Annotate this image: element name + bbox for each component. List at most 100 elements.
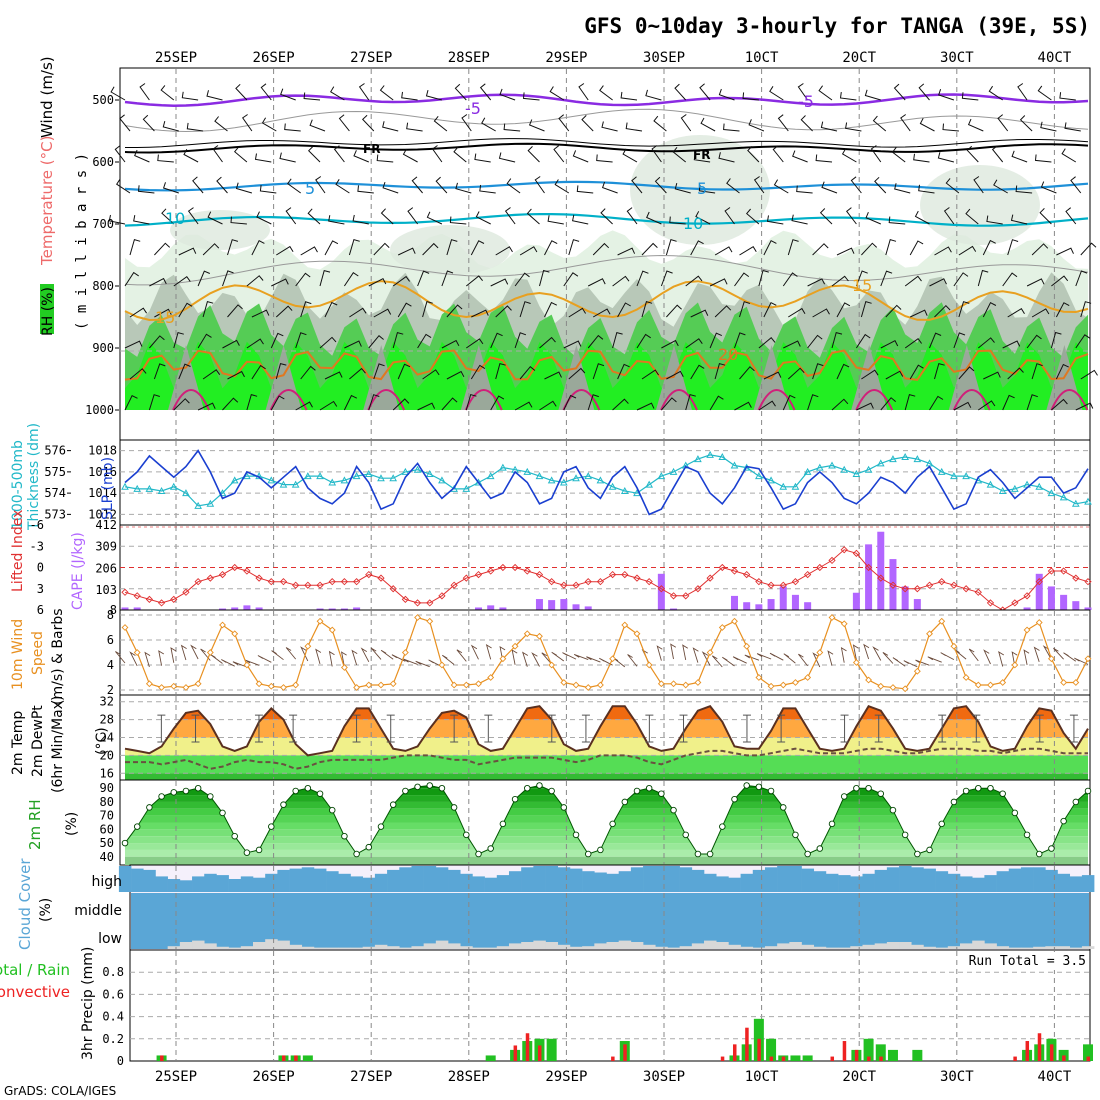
wind-speed-point <box>828 614 836 621</box>
lifted-index-point <box>1023 592 1031 600</box>
cloud-high-bar <box>1008 868 1022 892</box>
wind-barb <box>446 370 465 380</box>
wind-barb <box>227 239 239 256</box>
surface-wind-barb <box>522 651 529 667</box>
wind-barb <box>1007 308 1025 318</box>
surface-wind-barb <box>670 643 677 660</box>
wind-barb <box>490 332 503 349</box>
wind-barb <box>495 305 512 318</box>
wind-barb <box>982 239 996 256</box>
lifted-index-point <box>974 588 982 596</box>
lifted-index-point <box>840 546 848 554</box>
wind-barb <box>506 178 521 194</box>
pressure-level-ticks: 500 600 700 800 900 1000 <box>85 93 119 417</box>
tick-label: 900 <box>92 341 114 355</box>
rh-point <box>743 782 750 789</box>
thickness-point <box>291 480 300 488</box>
rh-point <box>584 850 592 858</box>
upper-axis-labels: RH (%) Temperature (°C) Wind (m/s) ( m i… <box>38 56 90 336</box>
wind-speed-point <box>328 626 336 634</box>
wind-barb <box>674 182 691 194</box>
wind-speed-point <box>657 680 665 688</box>
wind-speed-point <box>401 649 409 656</box>
cloud-low-bar <box>740 946 754 949</box>
rh-point <box>670 806 677 814</box>
upper-contours <box>124 93 1089 411</box>
wind-barb <box>592 363 605 380</box>
wind-axis-label-c: (m/s) & Barbs <box>50 608 66 705</box>
wind-barb <box>307 146 321 163</box>
wind-barb <box>978 400 996 411</box>
wind-barb <box>479 83 492 101</box>
rh-axis-label: RH (%) <box>40 287 56 336</box>
wind-barb <box>124 340 143 349</box>
cape-tick-label: 309 <box>95 540 117 554</box>
wind-barb <box>324 371 343 380</box>
cloud-low-bar <box>448 943 461 949</box>
wind-barb <box>977 269 989 287</box>
surface-wind-barb <box>115 651 126 664</box>
cloud-high-bar <box>606 873 619 892</box>
wind-speed-point <box>645 661 653 669</box>
wind-speed-point <box>304 642 312 650</box>
wind-barb <box>666 370 684 380</box>
cloud-high-bar <box>326 871 339 892</box>
wind-barb <box>124 395 138 411</box>
wind-barb <box>206 90 223 101</box>
precip-total-bar <box>1083 1044 1093 1061</box>
wind-barb <box>581 115 594 132</box>
wind-barb <box>612 331 623 349</box>
wind-barb <box>343 394 358 411</box>
cloud-low-bar <box>606 942 619 949</box>
thickness-point <box>694 455 702 463</box>
wind-barb <box>539 400 557 411</box>
rh-point <box>255 846 263 854</box>
wind-barb <box>651 145 662 163</box>
wind-barb <box>137 185 155 194</box>
thickness-point <box>535 472 544 480</box>
rh-band <box>125 849 1088 857</box>
wind-barb <box>861 369 879 380</box>
lifted-index-point <box>292 581 300 589</box>
wind-barb <box>812 243 829 256</box>
wind-barb <box>734 332 746 349</box>
wind-barb <box>295 332 307 349</box>
lifted-index-point <box>767 581 775 589</box>
surface-wind-barb <box>656 645 663 661</box>
cloud-low-bar <box>716 942 729 949</box>
wind-speed-point <box>145 680 153 688</box>
moisture-blob <box>390 225 510 275</box>
surface-wind-barb <box>456 649 467 662</box>
cloud-high-bar <box>996 871 1010 892</box>
wind-barb <box>724 207 735 225</box>
precip-grid <box>130 951 1090 1060</box>
lifted-index-point <box>621 570 629 579</box>
wind-barb <box>665 238 677 256</box>
cloud-low-bar <box>1069 947 1083 949</box>
wind-barb <box>734 401 752 411</box>
wind-barb <box>466 338 484 349</box>
cloud-low-bar <box>996 946 1010 949</box>
rh-point <box>402 787 409 795</box>
temp-minmax-bar <box>840 714 849 743</box>
wind-barb <box>693 153 711 163</box>
wind-barb <box>397 302 412 318</box>
wind-barb <box>587 394 599 411</box>
wind-barb <box>549 86 565 101</box>
wind-speed-point <box>706 649 714 656</box>
thickness-point <box>401 467 410 475</box>
millibars-axis-label: ( m i l l i b a r s ) <box>74 153 90 330</box>
wind-grid <box>120 611 1090 694</box>
temp-ticks: 32 28 24 20 16 <box>100 695 114 781</box>
rh-point <box>1048 845 1055 852</box>
wind-barb <box>454 83 467 101</box>
wind-barb <box>792 150 808 163</box>
thickness-point <box>986 480 995 488</box>
contour-label-minus5: -5 <box>465 99 481 118</box>
lifted-index-point <box>1047 567 1056 575</box>
thickness-point <box>889 455 897 463</box>
rh-point <box>365 843 373 851</box>
cloud-low-bar <box>252 942 266 949</box>
lifted-index-point <box>938 578 946 586</box>
cape-bar <box>584 606 592 610</box>
